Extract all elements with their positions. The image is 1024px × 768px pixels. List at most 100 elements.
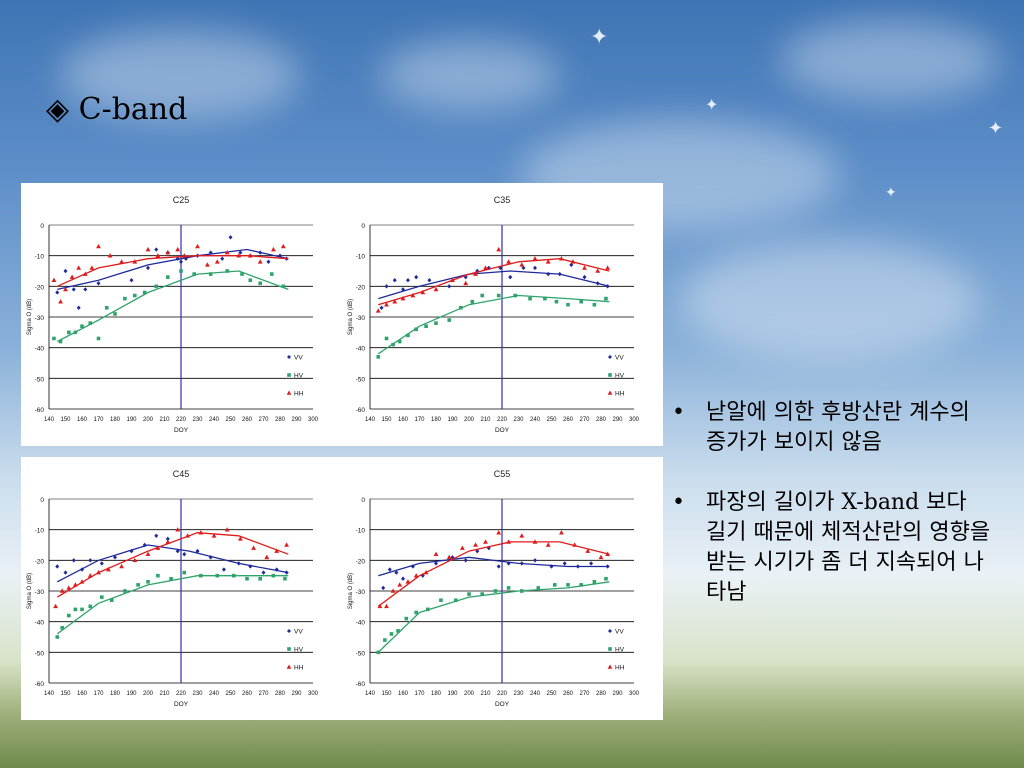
data-point-vv bbox=[71, 558, 76, 563]
x-tick-label: 160 bbox=[77, 417, 88, 423]
x-tick-label: 250 bbox=[225, 417, 236, 423]
x-tick-label: 220 bbox=[497, 417, 508, 423]
y-tick-label: -50 bbox=[356, 376, 366, 383]
x-tick-label: 170 bbox=[414, 417, 425, 423]
data-point-hv bbox=[146, 580, 150, 584]
data-point-hv bbox=[245, 576, 249, 581]
x-tick-label: 270 bbox=[258, 691, 269, 697]
data-point-hh bbox=[96, 243, 101, 249]
data-point-hh bbox=[384, 603, 389, 609]
slide-heading: C-band bbox=[78, 92, 188, 127]
cloud bbox=[380, 40, 560, 110]
data-point-hv bbox=[604, 296, 608, 301]
trend-line-vv bbox=[56, 544, 289, 583]
data-point-hv bbox=[592, 302, 597, 307]
legend-marker-vv bbox=[287, 629, 291, 633]
data-point-hh bbox=[59, 588, 65, 593]
data-point-vv bbox=[129, 278, 134, 283]
data-point-hh bbox=[236, 253, 242, 258]
data-point-vv bbox=[605, 564, 610, 569]
data-point-vv bbox=[154, 247, 159, 252]
chart-c35: C35 0 -10 -20 -30 -40 -50 -60 140 150 160 170 180 190… bbox=[348, 195, 640, 434]
data-point-hv bbox=[454, 598, 458, 602]
data-point-vv bbox=[236, 561, 241, 566]
data-point-hv bbox=[123, 296, 127, 301]
data-point-hh bbox=[89, 265, 95, 270]
y-tick-label: 0 bbox=[40, 223, 44, 230]
data-point-hh bbox=[79, 579, 85, 584]
data-point-hv bbox=[520, 589, 524, 593]
x-tick-label: 290 bbox=[612, 691, 623, 697]
data-point-vv bbox=[519, 561, 524, 566]
data-point-hh bbox=[605, 265, 610, 270]
data-point-hv bbox=[104, 306, 109, 310]
x-tick-label: 150 bbox=[60, 417, 71, 423]
data-point-hh bbox=[185, 533, 190, 538]
data-point-vv bbox=[569, 262, 574, 268]
cloud bbox=[60, 30, 300, 120]
data-point-hv bbox=[88, 604, 93, 609]
y-tick-label: -30 bbox=[356, 315, 366, 322]
data-point-vv bbox=[83, 287, 88, 292]
bullet-dot: • bbox=[672, 400, 685, 425]
data-point-hv bbox=[458, 306, 463, 310]
data-point-vv bbox=[220, 256, 225, 261]
chart-c55: C55 0 -10 -20 -30 -40 -50 -60 140 150 160 170 180 190… bbox=[348, 469, 640, 708]
chart-c25: C25 0 -10 -20 -30 -40 -50 -60 140 150 160 170 180 190… bbox=[27, 195, 319, 434]
data-point-hh bbox=[545, 542, 551, 547]
x-tick-label: 220 bbox=[176, 691, 187, 697]
legend-label: HV bbox=[294, 647, 304, 654]
y-tick-label: -20 bbox=[35, 558, 45, 565]
x-tick-label: 200 bbox=[464, 417, 475, 423]
legend-marker-hv bbox=[608, 647, 612, 651]
y-tick-label: -40 bbox=[356, 620, 366, 627]
data-point-hv bbox=[123, 589, 127, 593]
data-point-hv bbox=[281, 284, 286, 289]
data-point-vv bbox=[96, 281, 101, 286]
data-point-vv bbox=[463, 558, 468, 563]
data-point-hv bbox=[506, 586, 511, 590]
trend-line-vv bbox=[378, 270, 610, 300]
x-tick-label: 180 bbox=[110, 417, 121, 423]
x-axis-label: DOY bbox=[174, 701, 189, 708]
data-point-hv bbox=[258, 281, 262, 286]
x-tick-label: 270 bbox=[579, 417, 590, 423]
legend-label: VV bbox=[294, 629, 303, 636]
y-axis-label: Sigma O (dB) bbox=[27, 299, 33, 335]
data-point-vv bbox=[379, 305, 384, 310]
data-point-vv bbox=[401, 287, 405, 292]
data-point-hh bbox=[410, 292, 416, 298]
data-point-hh bbox=[284, 542, 289, 547]
data-point-vv bbox=[88, 558, 93, 563]
x-tick-label: 140 bbox=[44, 691, 55, 697]
data-point-vv bbox=[381, 585, 386, 591]
data-point-hh bbox=[506, 259, 511, 264]
x-tick-label: 180 bbox=[431, 691, 442, 697]
data-point-vv bbox=[80, 567, 84, 572]
x-tick-label: 160 bbox=[398, 417, 409, 423]
data-point-hh bbox=[532, 256, 538, 261]
data-point-hv bbox=[60, 626, 64, 630]
data-point-hh bbox=[145, 551, 151, 556]
data-point-hv bbox=[414, 610, 418, 615]
data-point-hh bbox=[483, 539, 488, 544]
data-point-hh bbox=[506, 539, 511, 544]
data-point-hv bbox=[566, 302, 570, 307]
data-point-hh bbox=[73, 582, 78, 587]
bullet-text: 낟알에 의한 후방산란 계수의 증가가 보이지 않음 bbox=[706, 400, 970, 455]
x-axis-label: DOY bbox=[174, 427, 189, 434]
legend-label: HH bbox=[615, 391, 625, 398]
data-point-hh bbox=[106, 566, 111, 572]
data-point-hv bbox=[208, 272, 213, 276]
legend-label: HV bbox=[294, 373, 304, 380]
y-tick-label: -20 bbox=[356, 284, 366, 291]
data-point-hh bbox=[433, 286, 439, 292]
data-point-vv bbox=[182, 552, 187, 557]
data-point-hh bbox=[423, 570, 429, 575]
data-point-hv bbox=[154, 284, 159, 289]
data-point-vv bbox=[154, 533, 159, 538]
data-point-hh bbox=[211, 533, 217, 538]
data-point-hh bbox=[532, 539, 538, 544]
x-tick-label: 220 bbox=[176, 417, 187, 423]
x-tick-label: 250 bbox=[546, 691, 557, 697]
